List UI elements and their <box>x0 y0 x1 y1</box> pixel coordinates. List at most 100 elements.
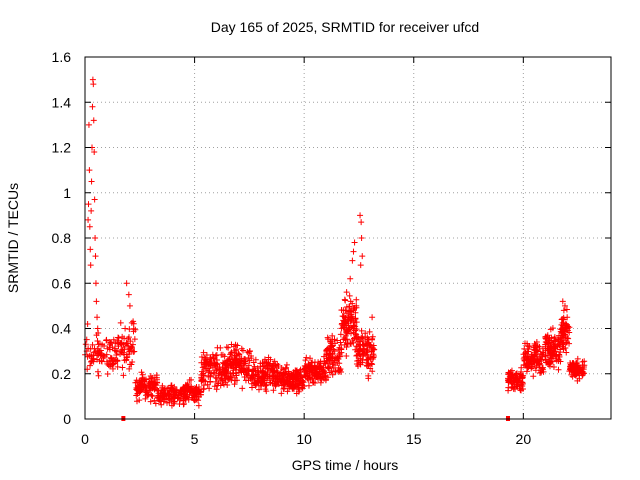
data-point <box>350 339 357 346</box>
data-point <box>308 359 315 366</box>
data-point <box>106 344 113 351</box>
data-point <box>368 348 375 355</box>
data-point <box>87 345 94 352</box>
data-point <box>283 371 290 378</box>
data-point <box>346 292 353 299</box>
data-point <box>228 349 235 356</box>
data-point <box>90 355 97 362</box>
data-point <box>126 351 133 358</box>
data-point <box>97 340 104 347</box>
data-point <box>335 346 342 353</box>
data-point <box>522 349 529 356</box>
data-point <box>117 319 124 326</box>
x-tick-label: 10 <box>296 431 312 447</box>
data-point <box>358 235 365 241</box>
data-point <box>292 367 299 374</box>
data-point <box>143 392 150 399</box>
data-point <box>524 365 531 372</box>
data-point <box>577 364 584 371</box>
data-point <box>255 377 262 384</box>
data-point <box>285 385 292 392</box>
data-point <box>245 377 252 384</box>
data-point <box>134 398 141 405</box>
data-point <box>140 383 147 390</box>
data-point <box>82 341 89 348</box>
data-point <box>351 335 358 342</box>
x-tick-label: 15 <box>406 431 422 447</box>
data-point <box>206 385 213 392</box>
data-point <box>342 336 349 343</box>
data-point <box>147 372 154 379</box>
data-point <box>222 379 229 386</box>
data-point <box>326 360 333 367</box>
data-point <box>338 345 345 352</box>
data-point <box>316 364 323 371</box>
y-tick-label: 1.6 <box>52 49 72 65</box>
data-point <box>366 328 373 335</box>
data-point <box>249 384 256 391</box>
data-point <box>87 362 94 369</box>
data-point <box>218 374 225 381</box>
data-point <box>224 368 231 375</box>
data-point <box>560 326 567 333</box>
data-point <box>89 341 96 348</box>
data-point <box>213 366 220 373</box>
data-point <box>168 382 175 389</box>
data-point <box>100 354 107 361</box>
data-point <box>186 391 193 398</box>
data-point <box>127 338 134 345</box>
data-point <box>315 359 322 366</box>
data-point <box>507 368 514 375</box>
data-point <box>338 307 345 314</box>
data-point <box>142 376 149 383</box>
data-point <box>551 351 558 358</box>
data-point <box>357 351 364 358</box>
data-point <box>512 374 519 381</box>
data-point <box>120 372 127 379</box>
data-point <box>571 369 578 376</box>
x-axis-label: GPS time / hours <box>292 457 399 473</box>
data-point <box>182 382 189 389</box>
data-point <box>149 384 156 391</box>
data-point <box>154 387 161 394</box>
data-point <box>209 351 216 358</box>
data-point <box>158 401 165 408</box>
data-point <box>232 341 239 348</box>
data-point <box>532 342 539 349</box>
data-point <box>266 377 273 384</box>
data-point <box>561 302 568 309</box>
data-point <box>533 339 540 346</box>
data-point <box>241 356 248 363</box>
data-point <box>93 332 100 339</box>
data-point <box>86 223 93 230</box>
data-point <box>222 372 229 379</box>
data-point <box>528 351 535 358</box>
data-point <box>92 253 99 260</box>
data-point <box>280 378 287 385</box>
data-point <box>551 334 558 341</box>
data-point <box>128 361 135 368</box>
data-point <box>136 388 143 395</box>
data-point <box>275 363 282 370</box>
data-point <box>115 334 122 341</box>
data-point <box>307 355 314 362</box>
data-point <box>528 363 535 370</box>
data-point <box>122 325 129 332</box>
data-point <box>508 379 515 386</box>
data-point <box>324 374 331 381</box>
data-point <box>351 239 358 246</box>
data-point <box>153 374 160 381</box>
data-point <box>139 374 146 381</box>
data-point <box>125 291 132 298</box>
data-point <box>519 372 526 379</box>
data-point <box>130 328 137 335</box>
data-point <box>560 341 567 348</box>
data-point <box>516 373 523 380</box>
data-point <box>276 370 283 377</box>
data-point <box>200 385 207 392</box>
data-point <box>566 329 573 336</box>
x-tick-label: 0 <box>81 431 89 447</box>
data-point <box>261 377 268 384</box>
data-point <box>283 364 290 371</box>
data-point <box>166 388 173 395</box>
